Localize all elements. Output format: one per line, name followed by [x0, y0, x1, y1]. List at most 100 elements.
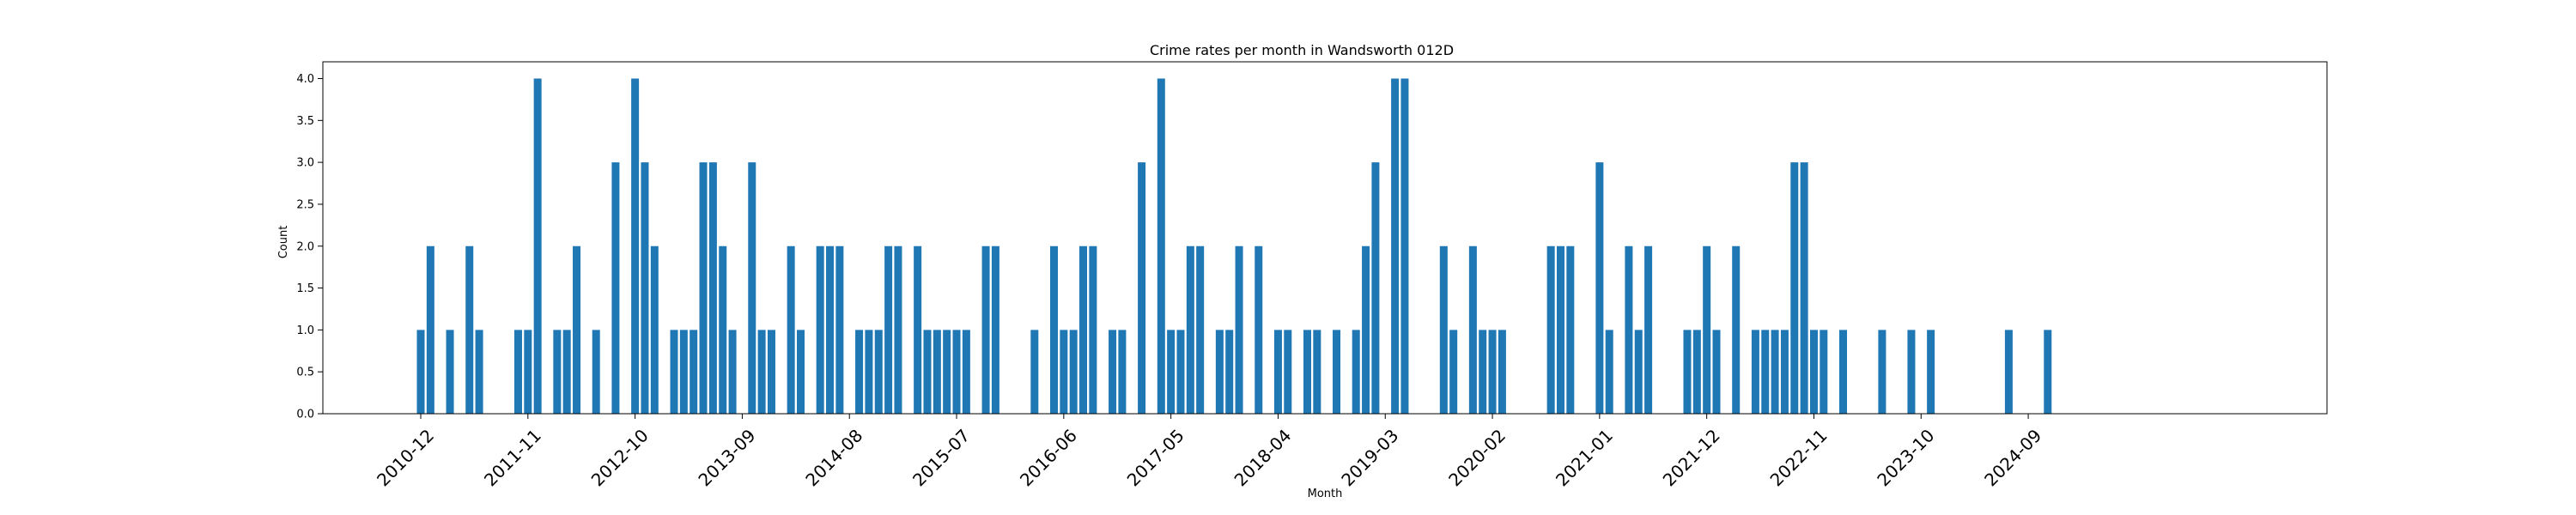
- x-tick-label: 2017-05: [1123, 425, 1188, 490]
- bar: [991, 245, 999, 414]
- bar: [1371, 162, 1380, 414]
- bar: [1186, 245, 1194, 414]
- bar: [524, 330, 532, 414]
- y-tick-label: 2.0: [296, 240, 314, 253]
- chart-title: Crime rates per month in Wandsworth 012D: [1150, 42, 1454, 58]
- bar: [1771, 330, 1779, 414]
- bar: [650, 245, 659, 414]
- bar: [1566, 245, 1575, 414]
- bar: [962, 330, 970, 414]
- y-tick-label: 3.5: [296, 115, 314, 128]
- x-tick-label: 2020-02: [1444, 425, 1510, 490]
- bar: [1556, 245, 1564, 414]
- bar: [1167, 330, 1176, 414]
- y-tick-label: 1.0: [296, 324, 314, 337]
- bar: [1118, 330, 1127, 414]
- bar: [2044, 330, 2052, 414]
- bar: [719, 245, 727, 414]
- y-tick-label: 0.0: [296, 409, 314, 421]
- bar: [728, 330, 737, 414]
- bar: [865, 330, 873, 414]
- bar: [981, 245, 990, 414]
- bar: [1138, 162, 1146, 414]
- x-axis-label: Month: [1308, 488, 1343, 500]
- x-tick-label: 2014-08: [801, 425, 866, 490]
- bar: [1800, 162, 1808, 414]
- bar: [816, 245, 824, 414]
- bar: [748, 162, 756, 414]
- y-axis: 0.0 0.5 1.0 1.5 2.0 2.5 3.0 3.5 4.0: [296, 73, 323, 421]
- bar: [1352, 330, 1360, 414]
- x-tick-label: 2018-04: [1230, 425, 1296, 490]
- bar: [1839, 330, 1848, 414]
- bar: [1780, 330, 1789, 414]
- bar: [1625, 245, 1633, 414]
- bar: [1109, 330, 1117, 414]
- plot-frame: [322, 61, 2328, 415]
- bar: [1595, 162, 1604, 414]
- bar: [1907, 330, 1916, 414]
- bar: [894, 245, 902, 414]
- bar: [1273, 330, 1282, 414]
- bar: [611, 162, 620, 414]
- x-tick-label: 2013-09: [694, 425, 759, 490]
- bar: [1313, 330, 1321, 414]
- bar: [1089, 245, 1097, 414]
- bar: [1439, 245, 1448, 414]
- x-tick-label: 2021-01: [1552, 425, 1617, 490]
- x-tick-label: 2021-12: [1659, 425, 1724, 490]
- y-tick-label: 1.5: [296, 282, 314, 295]
- bar: [933, 330, 941, 414]
- bar: [1400, 78, 1409, 415]
- bar: [1157, 78, 1165, 415]
- bar: [2004, 330, 2013, 414]
- bar: [1712, 330, 1721, 414]
- y-tick-label: 3.0: [296, 157, 314, 170]
- bar: [1498, 330, 1506, 414]
- bar: [923, 330, 932, 414]
- bar: [641, 162, 649, 414]
- bar: [670, 330, 678, 414]
- bar: [1030, 330, 1039, 414]
- bar: [1488, 330, 1497, 414]
- bar: [699, 162, 708, 414]
- bar: [446, 330, 454, 414]
- bar: [1196, 245, 1205, 414]
- bar: [1751, 330, 1759, 414]
- bar: [1215, 330, 1224, 414]
- bar: [1703, 245, 1711, 414]
- bar: [1333, 330, 1341, 414]
- bar: [767, 330, 775, 414]
- bar: [475, 330, 483, 414]
- bar: [1449, 330, 1458, 414]
- bar: [1809, 330, 1818, 414]
- bar: [562, 330, 571, 414]
- bar: [533, 78, 542, 415]
- bar: [757, 330, 766, 414]
- bar: [592, 330, 600, 414]
- bars-group: [416, 78, 2052, 415]
- y-tick-label: 4.0: [296, 73, 314, 86]
- bar: [1284, 330, 1292, 414]
- bar: [914, 245, 922, 414]
- bar: [874, 330, 883, 414]
- x-tick-label: 2024-09: [1980, 425, 2045, 490]
- bar: [1634, 330, 1643, 414]
- bar: [465, 245, 474, 414]
- x-tick-label: 2019-03: [1337, 425, 1402, 490]
- bar: [1235, 245, 1243, 414]
- bar: [835, 245, 844, 414]
- bar: [1391, 78, 1400, 415]
- bar: [1069, 330, 1078, 414]
- y-tick-label: 0.5: [296, 367, 314, 379]
- bar: [679, 330, 688, 414]
- bar: [1060, 330, 1068, 414]
- bar: [1049, 245, 1058, 414]
- bar: [1176, 330, 1185, 414]
- x-tick-label: 2010-12: [373, 425, 438, 490]
- x-tick-label: 2022-11: [1766, 425, 1832, 490]
- bar: [1546, 245, 1555, 414]
- x-axis: 2010-12 2011-11 2012-10 2013-09 2014-08 2015-…: [373, 414, 2045, 490]
- bar: [426, 245, 434, 414]
